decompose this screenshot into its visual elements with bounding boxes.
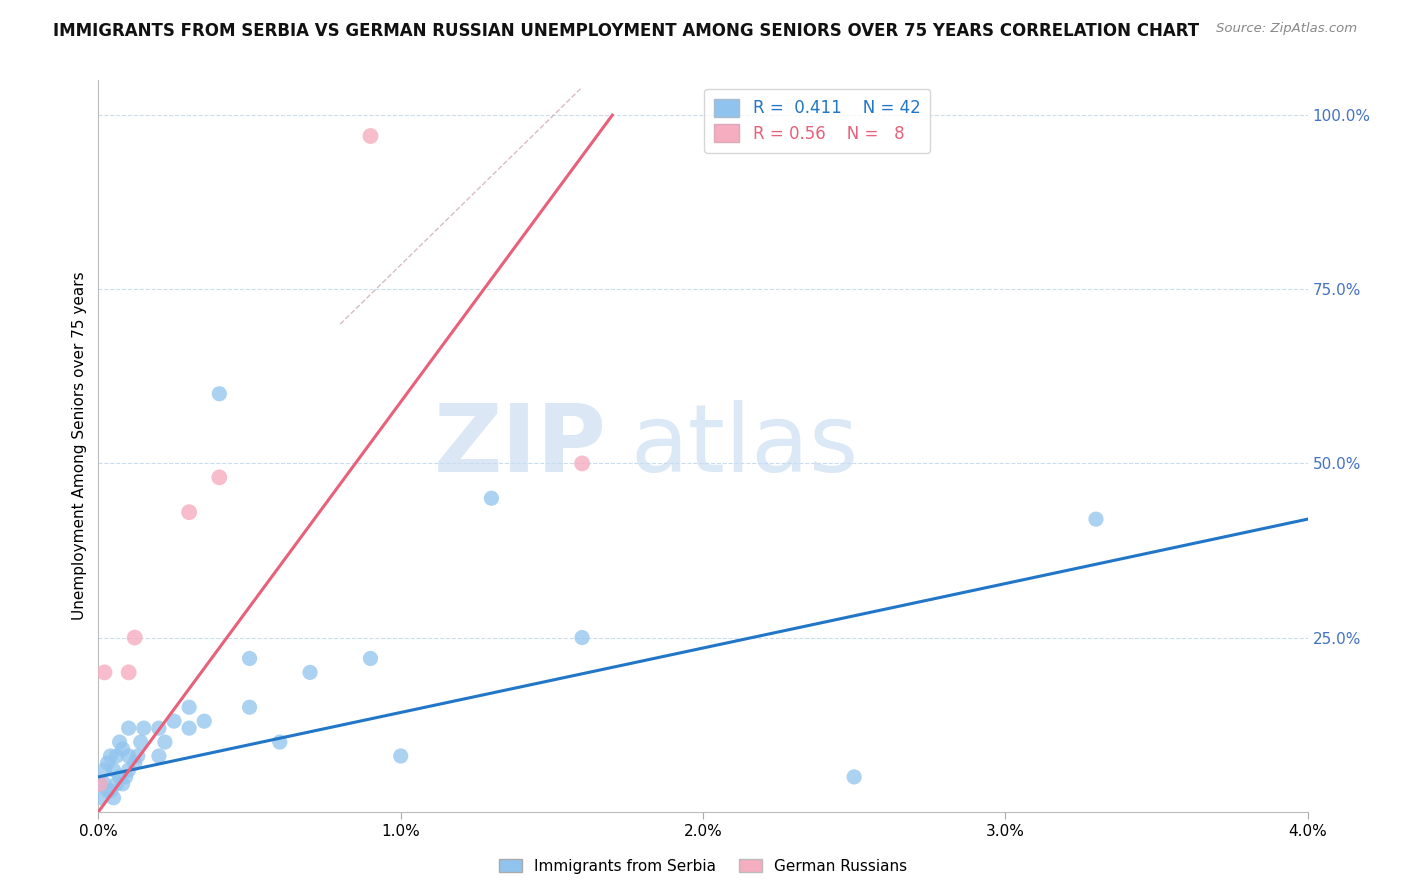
Point — [239, 651, 262, 665]
Point — [100, 784, 122, 798]
Point — [118, 721, 141, 735]
Point — [179, 721, 201, 735]
Point — [571, 631, 593, 645]
Point — [1085, 512, 1108, 526]
Point — [360, 651, 382, 665]
Point — [108, 735, 131, 749]
Point — [89, 777, 111, 791]
Legend: Immigrants from Serbia, German Russians: Immigrants from Serbia, German Russians — [492, 853, 914, 880]
Point — [93, 763, 115, 777]
Point — [127, 749, 149, 764]
Point — [389, 749, 412, 764]
Point — [481, 491, 503, 506]
Point — [299, 665, 322, 680]
Point — [179, 700, 201, 714]
Text: Source: ZipAtlas.com: Source: ZipAtlas.com — [1216, 22, 1357, 36]
Point — [111, 742, 134, 756]
Point — [96, 756, 118, 770]
Point — [118, 665, 141, 680]
Point — [105, 777, 128, 791]
Point — [129, 735, 152, 749]
Point — [124, 756, 146, 770]
Point — [89, 777, 111, 791]
Point — [114, 770, 136, 784]
Point — [208, 470, 231, 484]
Point — [571, 457, 593, 471]
Point — [179, 505, 201, 519]
Point — [163, 714, 186, 728]
Point — [105, 749, 128, 764]
Legend: R =  0.411    N = 42, R = 0.56    N =   8: R = 0.411 N = 42, R = 0.56 N = 8 — [704, 88, 931, 153]
Point — [208, 386, 231, 401]
Point — [153, 735, 176, 749]
Point — [103, 763, 125, 777]
Point — [239, 700, 262, 714]
Point — [844, 770, 866, 784]
Point — [269, 735, 291, 749]
Point — [118, 749, 141, 764]
Point — [108, 770, 131, 784]
Point — [96, 784, 118, 798]
Point — [124, 631, 146, 645]
Y-axis label: Unemployment Among Seniors over 75 years: Unemployment Among Seniors over 75 years — [72, 272, 87, 620]
Point — [360, 128, 382, 143]
Point — [193, 714, 215, 728]
Point — [132, 721, 155, 735]
Point — [111, 777, 134, 791]
Point — [93, 777, 115, 791]
Point — [148, 721, 170, 735]
Point — [103, 790, 125, 805]
Point — [148, 749, 170, 764]
Point — [93, 665, 115, 680]
Point — [90, 790, 112, 805]
Text: ZIP: ZIP — [433, 400, 606, 492]
Point — [100, 749, 122, 764]
Text: atlas: atlas — [630, 400, 859, 492]
Point — [118, 763, 141, 777]
Text: IMMIGRANTS FROM SERBIA VS GERMAN RUSSIAN UNEMPLOYMENT AMONG SENIORS OVER 75 YEAR: IMMIGRANTS FROM SERBIA VS GERMAN RUSSIAN… — [53, 22, 1199, 40]
